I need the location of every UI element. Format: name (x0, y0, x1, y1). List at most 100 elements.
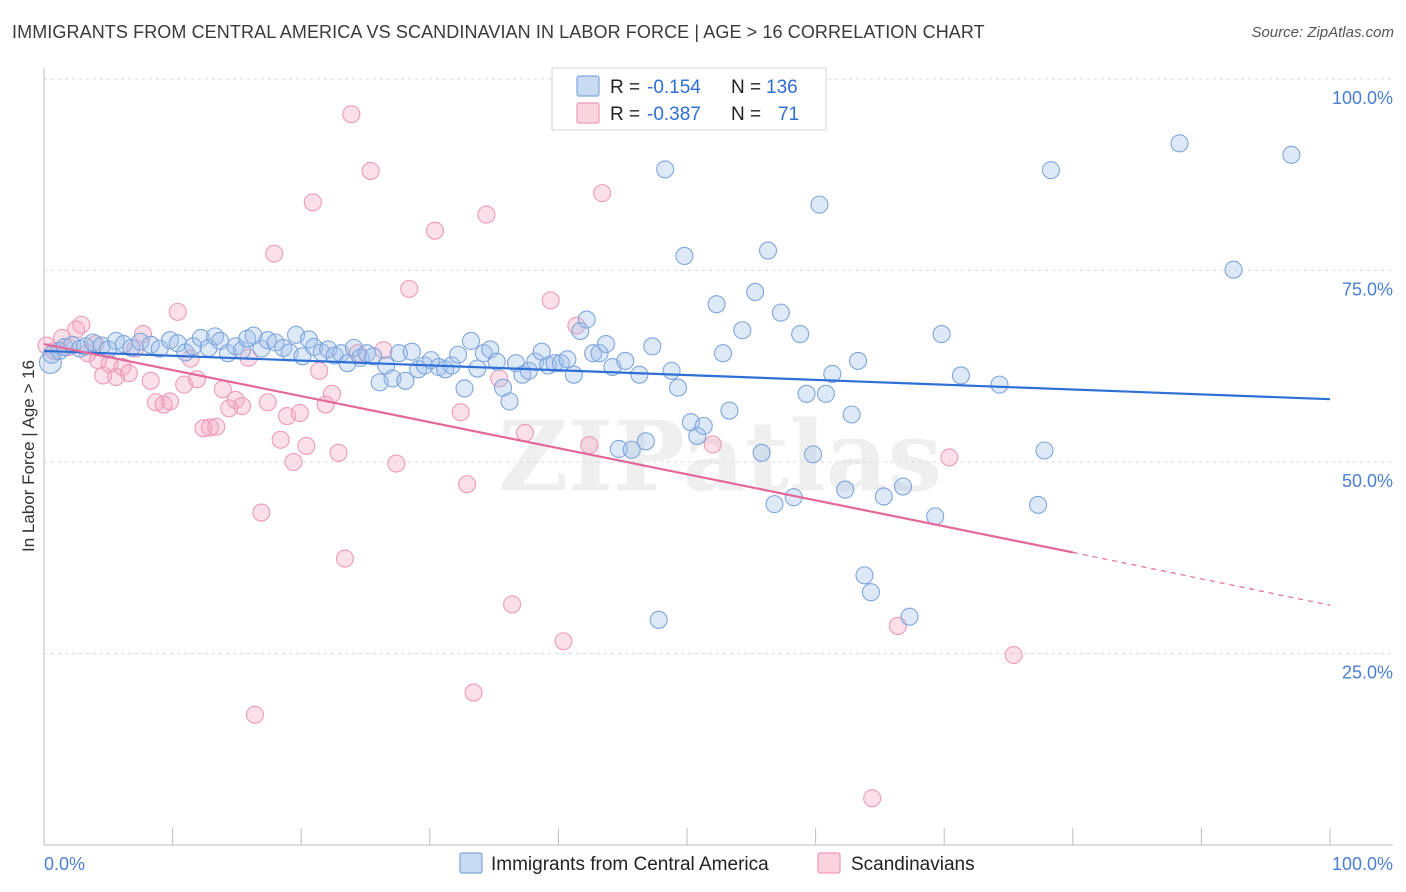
point-scandinavian (119, 364, 138, 383)
point-scandinavian (477, 205, 496, 224)
y-tick-label: 100.0% (1332, 88, 1393, 108)
point-scandinavian (232, 397, 252, 416)
point-scandinavian (200, 418, 219, 437)
chart-title: IMMIGRANTS FROM CENTRAL AMERICA VS SCAND… (12, 22, 985, 42)
point-scandinavian (940, 448, 959, 467)
point-scandinavian (258, 393, 277, 412)
point-central-america (274, 338, 293, 357)
point-scandinavian (168, 302, 187, 321)
point-central-america (519, 361, 538, 380)
point-scandinavian (329, 443, 348, 462)
x-tick-label-max: 100.0% (1332, 854, 1393, 874)
point-scandinavian (271, 430, 290, 449)
point-central-america (622, 440, 641, 459)
point-central-america (842, 405, 861, 424)
point-scandinavian (310, 361, 329, 380)
bottom-legend-swatch-blue (459, 852, 483, 874)
point-central-america (746, 282, 765, 301)
bottom-legend-label-2: Scandinavians (851, 854, 975, 875)
point-central-america (752, 443, 771, 462)
watermark: ZIPatlas (498, 400, 942, 513)
point-scandinavian (515, 423, 535, 442)
y-axis-label: In Labor Force | Age > 16 (19, 360, 38, 552)
point-central-america (1029, 495, 1048, 514)
trend-line-scandinavian-extrapolated (1072, 551, 1331, 606)
point-central-america (396, 371, 415, 390)
point-scandinavian (284, 452, 303, 472)
point-central-america (816, 384, 835, 403)
point-central-america (656, 160, 675, 179)
point-central-america (558, 350, 577, 369)
point-central-america (577, 310, 596, 329)
bottom-legend-label-1: Immigrants from Central America (491, 854, 769, 875)
point-central-america (900, 607, 919, 626)
point-scandinavian (160, 392, 180, 411)
x-axis-ticks (43, 828, 1331, 845)
point-central-america (951, 366, 970, 385)
point-scandinavian (297, 436, 316, 455)
point-central-america (571, 321, 590, 341)
legend-r-label-2: R = (610, 104, 640, 125)
legend-swatch-pink (576, 102, 600, 124)
x-tick-label-min: 0.0% (44, 854, 85, 874)
point-central-america (797, 384, 816, 403)
point-central-america (364, 347, 383, 366)
point-central-america (668, 378, 688, 397)
point-central-america (564, 365, 583, 384)
legend-n-label-1: N = (731, 77, 761, 98)
point-scandinavian (303, 193, 322, 212)
legend-r-label-1: R = (610, 77, 640, 98)
point-scandinavian (703, 435, 722, 454)
point-central-america (590, 344, 609, 363)
point-central-america (1224, 260, 1243, 279)
correlation-legend: R = -0.154 N = 136 R = -0.387 N = 71 (551, 67, 827, 131)
point-central-america (713, 344, 733, 363)
point-scandinavian (541, 291, 560, 310)
point-scandinavian (342, 105, 361, 124)
point-scandinavian (400, 279, 419, 298)
point-central-america (771, 303, 790, 322)
point-central-america (168, 334, 187, 353)
point-central-america (810, 195, 829, 214)
bottom-legend-swatch-pink (817, 852, 841, 874)
point-scandinavian (361, 161, 380, 180)
point-central-america (487, 352, 506, 371)
point-central-america (688, 426, 707, 446)
point-central-america (836, 480, 855, 499)
point-central-america (616, 351, 635, 370)
point-scandinavian (245, 705, 264, 724)
point-central-america (855, 566, 874, 585)
point-central-america (765, 495, 784, 514)
y-tick-labels: 100.0% 75.0% 50.0% 25.0% (1332, 88, 1393, 683)
point-scandinavian (207, 417, 226, 436)
legend-n-value-2: 71 (778, 104, 799, 125)
point-scandinavian (593, 184, 612, 203)
point-central-america (122, 338, 141, 357)
point-central-america (990, 375, 1009, 394)
point-central-america (468, 359, 487, 378)
point-scandinavian (335, 549, 354, 568)
point-scandinavian (464, 683, 483, 702)
point-central-america (455, 379, 474, 398)
point-scandinavian (580, 436, 599, 455)
legend-n-value-1: 136 (766, 77, 798, 98)
legend-swatch-blue (576, 75, 600, 97)
point-scandinavian (554, 632, 573, 651)
point-scandinavian (290, 403, 309, 423)
y-tick-label: 25.0% (1342, 663, 1393, 683)
point-central-america (707, 295, 726, 314)
point-central-america (861, 583, 880, 602)
point-central-america (675, 246, 694, 265)
point-central-america (630, 365, 649, 384)
point-central-america (609, 439, 628, 459)
point-scandinavian (141, 371, 160, 390)
point-scandinavian (252, 503, 271, 522)
point-central-america (141, 335, 160, 354)
series-legend: Immigrants from Central America Scandina… (459, 852, 975, 875)
point-scandinavian (265, 244, 284, 263)
point-central-america (758, 241, 778, 260)
point-central-america (1282, 145, 1301, 164)
point-central-america (694, 416, 713, 436)
legend-r-value-2: -0.387 (647, 104, 701, 125)
